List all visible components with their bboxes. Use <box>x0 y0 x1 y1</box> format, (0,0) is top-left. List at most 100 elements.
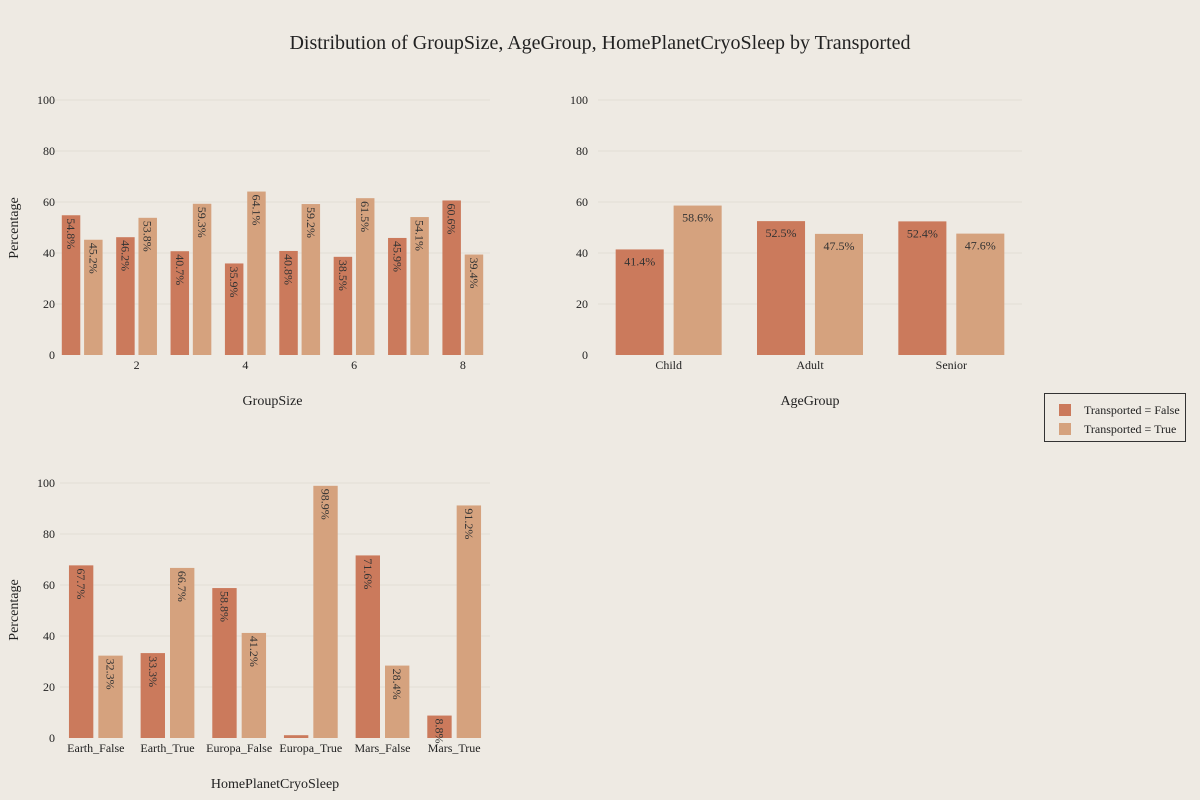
bar-true <box>98 655 123 738</box>
y-axis-title: Percentage <box>7 579 22 640</box>
bar-true <box>456 505 482 738</box>
legend-label-true: Transported = True <box>1084 421 1177 436</box>
bar-data-label: 45.9% <box>390 241 404 272</box>
bar-false <box>170 251 190 355</box>
y-tick-label: 0 <box>49 731 55 745</box>
x-tick-label: 2 <box>134 358 140 372</box>
bar-false <box>140 653 165 738</box>
bar-data-label: 28.4% <box>390 669 404 700</box>
bar-data-label: 54.8% <box>64 218 78 249</box>
x-axis-title: HomePlanetCryoSleep <box>211 777 339 792</box>
bar-data-label: 66.7% <box>175 571 189 602</box>
bar-data-label: 47.6% <box>965 239 996 253</box>
x-tick-label: Adult <box>796 358 824 372</box>
bar-data-label: 8.8% <box>432 719 446 744</box>
bar-true <box>410 217 429 355</box>
bar-data-label: 61.5% <box>358 201 372 232</box>
bar-data-label: 35.9% <box>227 266 241 297</box>
y-tick-label: 60 <box>43 578 55 592</box>
y-tick-label: 40 <box>43 629 55 643</box>
bar-data-label: 41.2% <box>247 636 261 667</box>
bar-data-label: 91.2% <box>462 508 476 539</box>
bar-false <box>224 263 244 355</box>
x-tick-label: Senior <box>936 358 967 372</box>
bar-data-label: 58.6% <box>682 211 713 225</box>
bar-data-label: 98.9% <box>319 489 333 520</box>
bar-data-label: 40.7% <box>173 254 187 285</box>
bar-true <box>84 239 103 355</box>
bar-false <box>615 249 664 355</box>
legend-item-false[interactable]: Transported = False <box>1059 402 1180 418</box>
subplot-2: 0 20 40 60 80 100 41.4% 52.5% 52.4% 58.6% 47.5% 47.… <box>570 93 1022 409</box>
bar-data-label: 54.1% <box>413 220 427 251</box>
x-axis-title: GroupSize <box>243 394 303 409</box>
bar-false <box>757 221 806 355</box>
bar-false <box>898 221 947 355</box>
y-tick-label: 40 <box>576 246 588 260</box>
y-tick-label: 20 <box>43 297 55 311</box>
bar-data-label: 71.6% <box>361 558 375 589</box>
bar-true <box>956 233 1005 355</box>
bar-true <box>464 254 484 355</box>
bar-false <box>427 715 452 738</box>
bar-data-label: 59.2% <box>304 207 318 238</box>
bar-false <box>283 735 309 738</box>
y-tick-label: 60 <box>43 195 55 209</box>
y-tick-label: 100 <box>570 93 588 107</box>
x-tick-label: Earth_False <box>67 741 124 755</box>
bar-true <box>170 567 195 738</box>
bar-false <box>68 565 94 738</box>
bar-data-label: 41.4% <box>624 254 655 268</box>
bar-false <box>333 256 353 355</box>
bar-true <box>673 205 722 355</box>
x-tick-label: 6 <box>351 358 357 372</box>
y-tick-label: 80 <box>43 144 55 158</box>
bar-false <box>279 250 298 355</box>
y-tick-label: 0 <box>49 348 55 362</box>
x-tick-label: Mars_True <box>428 741 481 755</box>
y-tick-label: 100 <box>37 93 55 107</box>
bar-data-label: 32.3% <box>104 659 118 690</box>
chart-title: Distribution of GroupSize, AgeGroup, Hom… <box>289 32 911 54</box>
y-tick-label: 20 <box>43 680 55 694</box>
bar-data-label: 38.5% <box>336 260 350 291</box>
x-tick-label: 4 <box>242 358 248 372</box>
y-tick-label: 80 <box>43 527 55 541</box>
bar-data-label: 59.3% <box>195 207 209 238</box>
bar-true <box>355 198 375 355</box>
x-tick-label: Earth_True <box>140 741 194 755</box>
x-tick-label: Mars_False <box>355 741 411 755</box>
bar-false <box>442 200 461 355</box>
bar-data-label: 39.4% <box>467 258 481 289</box>
x-tick-label: Europa_False <box>206 741 272 755</box>
legend[interactable]: Transported = False Transported = True <box>1044 393 1186 442</box>
bar-data-label: 46.2% <box>118 240 132 271</box>
legend-swatch-false <box>1059 404 1071 416</box>
bar-data-label: 60.6% <box>445 203 459 234</box>
y-tick-label: 0 <box>582 348 588 362</box>
bar-data-label: 33.3% <box>146 656 160 687</box>
bar-data-label: 40.8% <box>282 254 296 285</box>
y-tick-label: 20 <box>576 297 588 311</box>
bar-data-label: 53.8% <box>141 221 155 252</box>
legend-label-false: Transported = False <box>1084 402 1180 417</box>
bar-false <box>116 237 135 355</box>
bar-true <box>814 233 863 355</box>
y-tick-label: 100 <box>37 476 55 490</box>
legend-item-true[interactable]: Transported = True <box>1059 421 1176 437</box>
y-tick-label: 80 <box>576 144 588 158</box>
y-tick-label: 40 <box>43 246 55 260</box>
x-tick-label: Child <box>655 358 682 372</box>
subplot-1: 0 20 40 60 80 100 54.8% 46.2% 40.7% 35.9% 40.8% 38.… <box>7 93 490 409</box>
bar-true <box>192 203 212 355</box>
bar-data-label: 64.1% <box>249 195 263 226</box>
y-axis-title: Percentage <box>7 197 22 258</box>
legend-swatch-true <box>1059 423 1071 435</box>
bar-true <box>313 485 338 738</box>
bar-data-label: 58.8% <box>217 591 231 622</box>
bar-true <box>247 191 266 355</box>
bar-data-label: 52.5% <box>766 226 797 240</box>
bar-data-label: 67.7% <box>74 568 88 599</box>
bar-false <box>212 588 237 738</box>
